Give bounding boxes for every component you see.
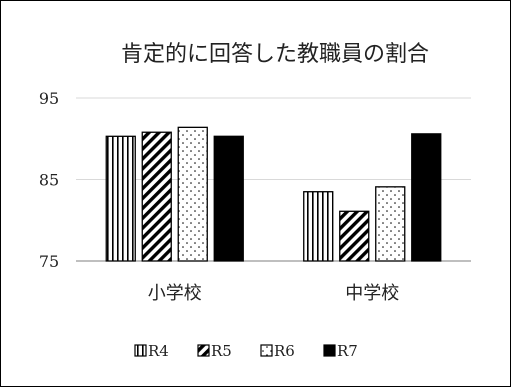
legend: R4 R5 R6 R7 <box>134 342 358 360</box>
chart-title: 肯定的に回答した教職員の割合 <box>121 42 429 67</box>
y-axis-ticks: 75 85 95 <box>39 89 59 271</box>
y-tick-label-85: 85 <box>39 171 59 190</box>
y-tick-label-95: 95 <box>39 89 59 108</box>
bar-R6-1 <box>375 186 406 262</box>
bar-R7-0 <box>213 135 244 262</box>
legend-swatch-R6 <box>260 344 273 357</box>
bars <box>105 126 442 262</box>
legend-label-R5: R5 <box>211 342 232 360</box>
bar-R6-0 <box>177 126 208 262</box>
legend-swatch-R7 <box>323 344 336 357</box>
y-tick-label-75: 75 <box>39 252 59 271</box>
bar-R5-0 <box>141 131 172 262</box>
bar-R4-0 <box>105 135 136 262</box>
legend-label-R4: R4 <box>148 342 169 360</box>
x-tick-label-0: 小学校 <box>148 283 202 304</box>
bar-R4-1 <box>303 191 334 262</box>
legend-label-R6: R6 <box>274 342 295 360</box>
legend-swatch-R5 <box>197 344 210 357</box>
legend-label-R7: R7 <box>337 342 358 360</box>
bar-R5-1 <box>339 210 370 262</box>
bar-R7-1 <box>411 133 442 262</box>
legend-swatch-R4 <box>134 344 147 357</box>
x-tick-label-1: 中学校 <box>345 283 399 304</box>
x-axis-labels: 小学校 中学校 <box>148 283 400 304</box>
